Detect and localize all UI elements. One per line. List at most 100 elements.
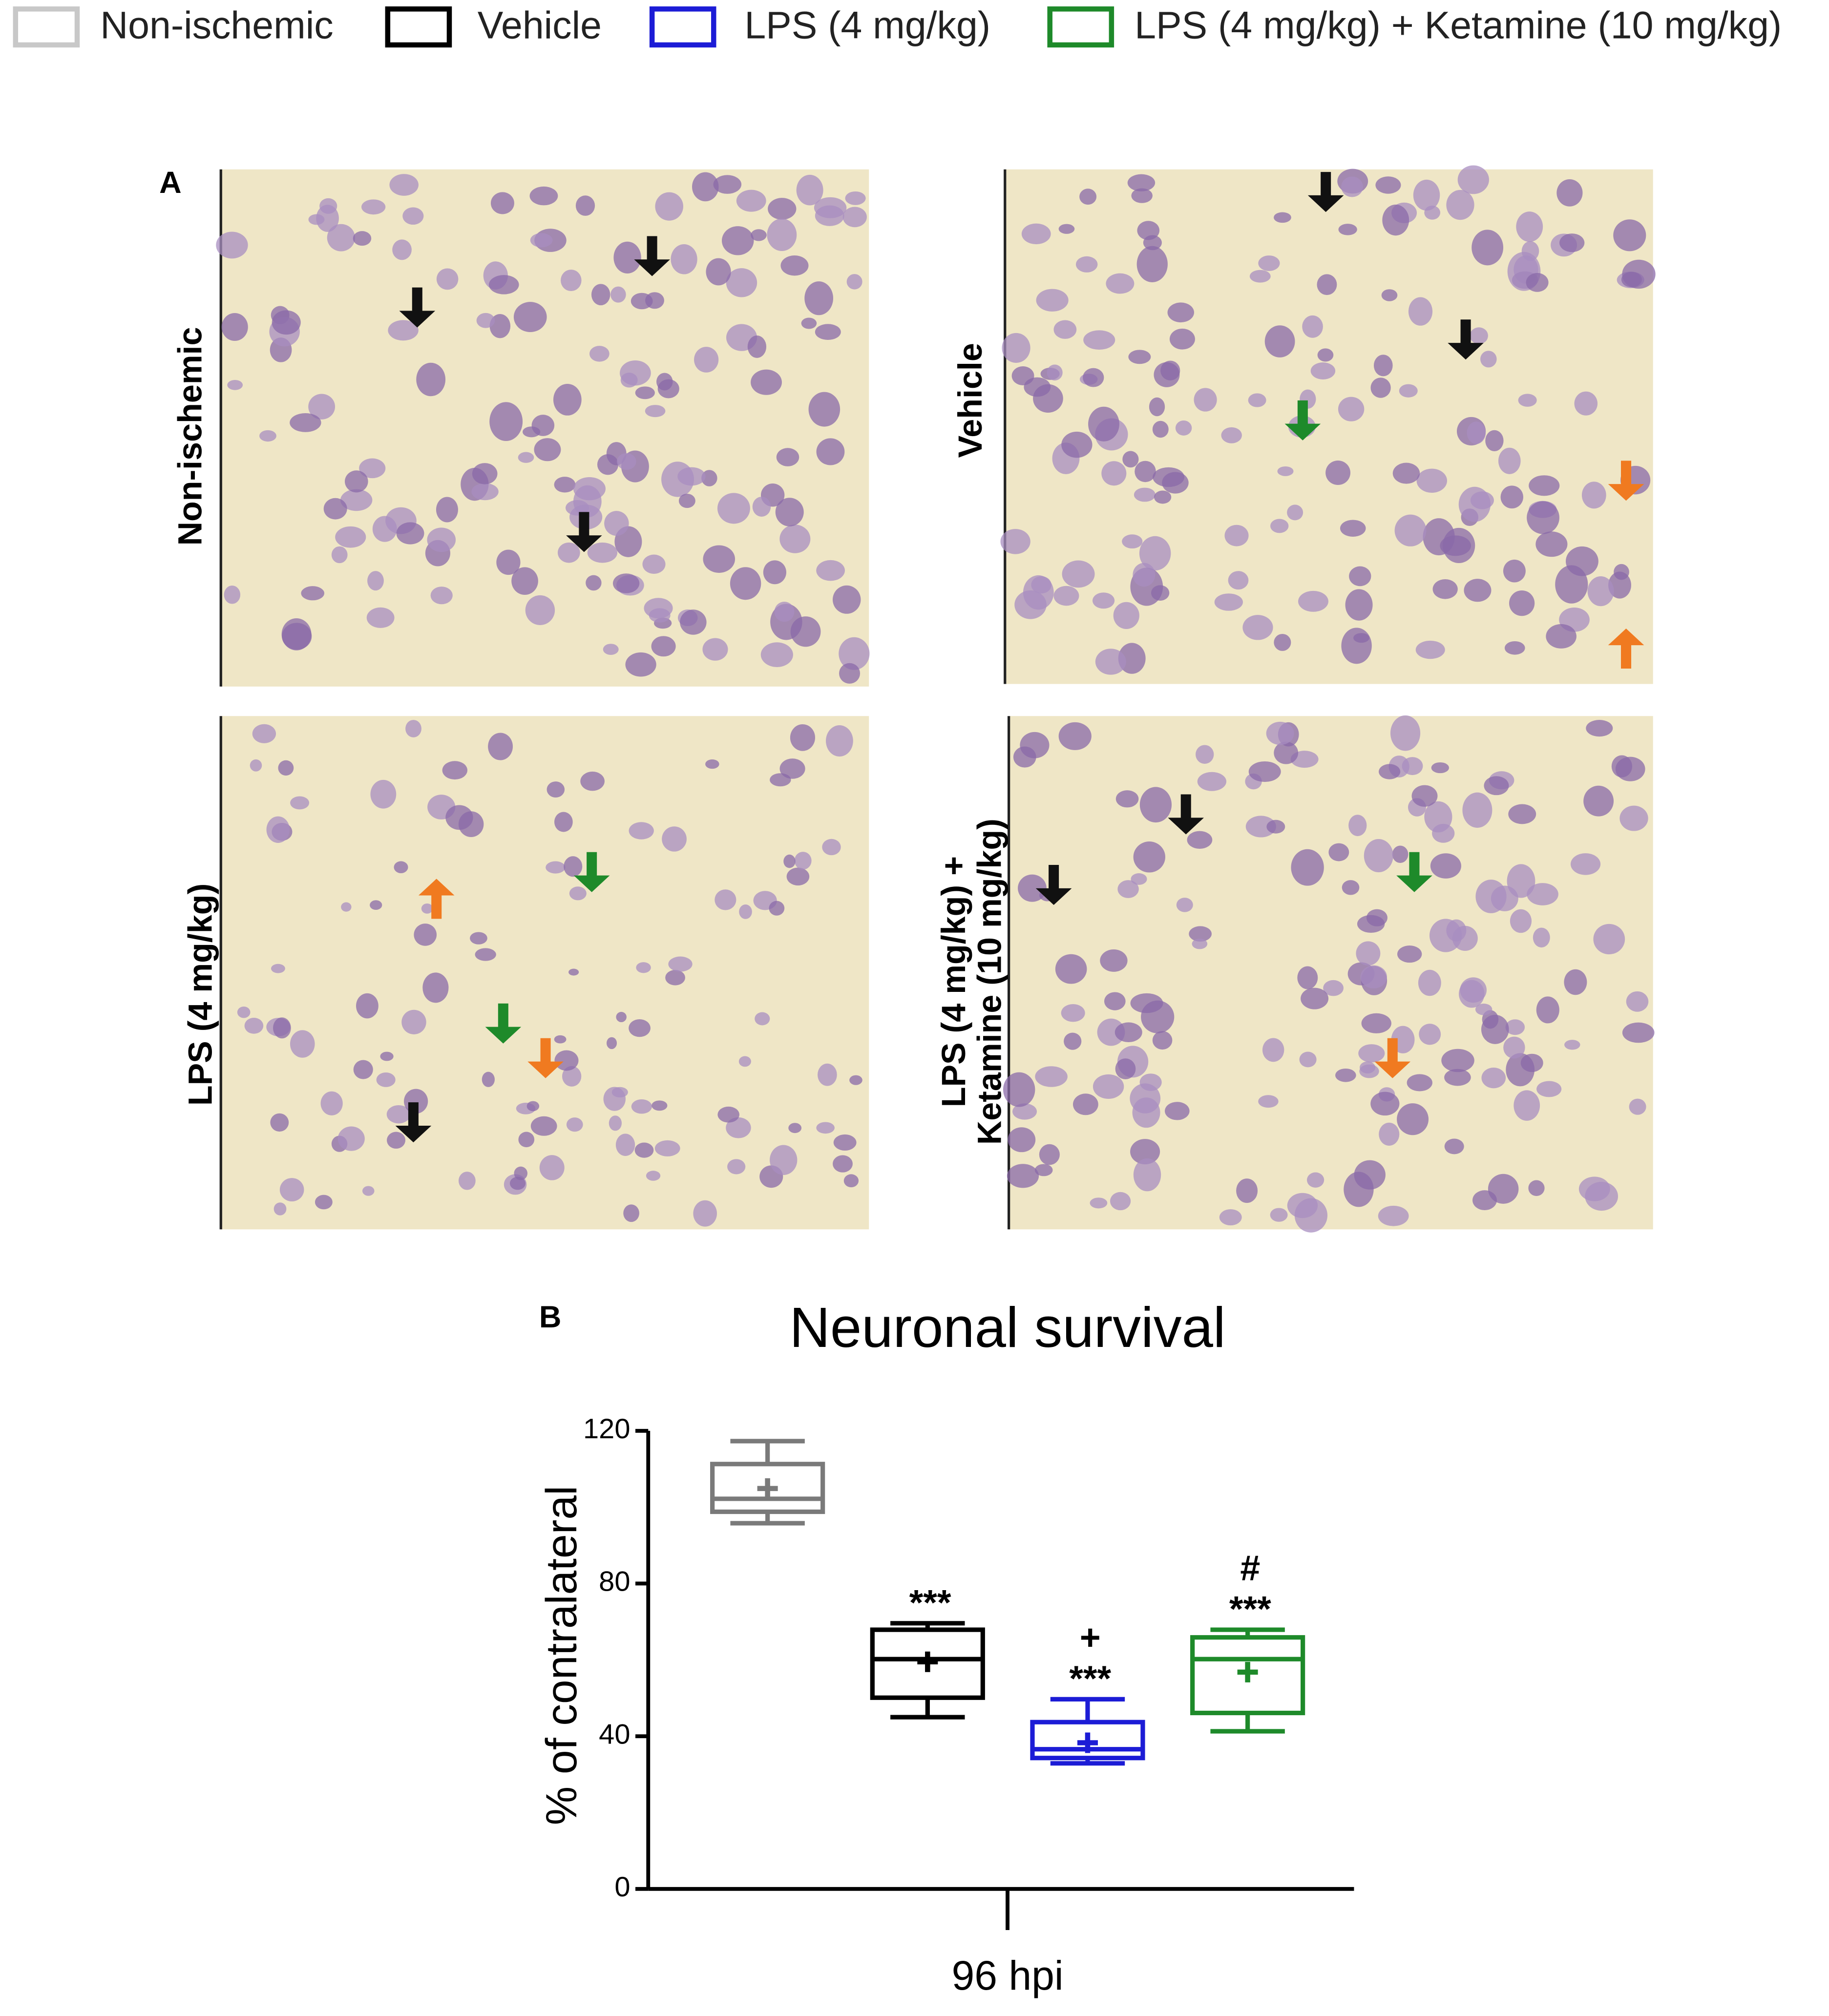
cell (1349, 566, 1371, 587)
mean-marker (1237, 1661, 1258, 1682)
cell (629, 822, 654, 840)
cell (1415, 640, 1445, 659)
cell (421, 903, 433, 914)
significance-label: + (1080, 1617, 1101, 1658)
cell (422, 972, 449, 1003)
chart-title: Neuronal survival (789, 1296, 1225, 1359)
cell (1228, 571, 1249, 590)
cell (818, 1063, 837, 1086)
cell (1341, 176, 1363, 197)
cell (1325, 460, 1351, 485)
cell (839, 663, 861, 684)
cell (529, 186, 558, 206)
cell (1564, 969, 1587, 995)
cell (1287, 1193, 1318, 1218)
cell (842, 207, 867, 228)
cell (1364, 839, 1393, 873)
cell (597, 454, 619, 475)
cell (554, 1035, 567, 1044)
cell (1093, 1074, 1124, 1099)
cell (1162, 472, 1189, 494)
cell (345, 470, 368, 493)
cell (1036, 289, 1069, 312)
cell (341, 902, 352, 912)
cell (694, 347, 719, 373)
cell (738, 1056, 751, 1067)
cell (786, 867, 810, 886)
cell (1287, 504, 1303, 521)
cell (1444, 1138, 1464, 1155)
cell (534, 438, 561, 462)
cell (1570, 853, 1601, 875)
legend-swatch (1047, 6, 1114, 48)
cell (573, 485, 602, 518)
cell (1266, 819, 1285, 834)
cell (1002, 333, 1030, 363)
cell (1122, 534, 1143, 549)
cell (1110, 1192, 1131, 1211)
cell (237, 1006, 251, 1018)
cell (845, 191, 866, 205)
cell (702, 638, 728, 661)
arrow (1307, 172, 1344, 212)
cell (607, 1037, 617, 1050)
cell (1529, 475, 1560, 496)
cell (665, 970, 685, 986)
arrow (1168, 794, 1204, 835)
cell (1143, 235, 1162, 251)
cell (1277, 466, 1294, 476)
cell (554, 812, 573, 832)
box (870, 1627, 985, 1700)
y-axis-title: % of contralateral (537, 1486, 586, 1825)
cell (603, 1087, 626, 1111)
cell (353, 231, 372, 246)
cell (308, 214, 325, 225)
cell (1298, 590, 1328, 612)
cell (1394, 514, 1427, 546)
cell (372, 516, 397, 542)
cell (1432, 579, 1458, 599)
cell (1622, 1022, 1655, 1043)
cell (401, 1009, 426, 1034)
cell (1090, 1197, 1108, 1209)
cell (816, 438, 845, 465)
cell (546, 861, 566, 874)
cell (459, 1172, 476, 1190)
cell (839, 637, 870, 670)
cell (1058, 224, 1075, 234)
cell (514, 1166, 527, 1180)
cell (1079, 189, 1097, 205)
cell (530, 1116, 557, 1136)
cell (1020, 732, 1050, 758)
cell (1564, 1040, 1580, 1050)
cell (1262, 1038, 1284, 1062)
cell (392, 239, 412, 260)
cell (250, 759, 262, 772)
cell (1152, 420, 1169, 438)
cell (1095, 649, 1126, 675)
cell (1317, 274, 1337, 295)
cell (362, 1186, 375, 1196)
cell (1047, 364, 1063, 381)
cell (1236, 1178, 1258, 1203)
cell (610, 286, 626, 303)
cell (1462, 792, 1493, 828)
cell (1481, 1067, 1506, 1089)
cell (815, 205, 844, 226)
cell (1475, 880, 1507, 913)
cell (1446, 189, 1474, 220)
cell (1382, 204, 1409, 236)
micrograph-label: Vehicle (952, 343, 989, 458)
cell (816, 1122, 835, 1134)
cell (575, 195, 595, 216)
cell (1546, 624, 1577, 649)
cell (290, 796, 310, 810)
micrograph (221, 716, 869, 1230)
significance-label: *** (909, 1582, 951, 1622)
cell (768, 198, 797, 220)
micrograph-label: Non-ischemic (172, 327, 209, 546)
cell (1072, 1093, 1098, 1115)
cell (1003, 1072, 1035, 1107)
cell (623, 1204, 639, 1222)
